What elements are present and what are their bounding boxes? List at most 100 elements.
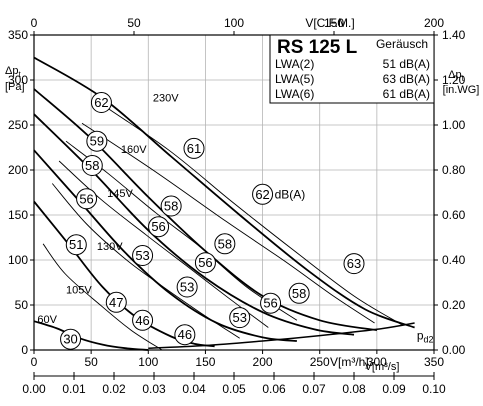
sound-marker-label: 47 xyxy=(109,295,123,310)
info-row-value: 63 dB(A) xyxy=(383,72,430,86)
y-right-tick-label: 0.00 xyxy=(442,343,466,357)
y-right-axis-label: Δpt xyxy=(448,69,464,83)
sound-marker xyxy=(252,183,274,205)
sound-marker-label: 53 xyxy=(180,280,194,295)
x2-tick-label: 0.06 xyxy=(262,382,286,396)
sound-marker-label: 53 xyxy=(232,310,246,325)
x2-tick-label: 0.08 xyxy=(342,382,366,396)
sound-marker xyxy=(76,188,98,210)
x2-tick-label: 0.10 xyxy=(422,382,446,396)
system-curve-line xyxy=(148,322,415,349)
x-tick-label: 200 xyxy=(253,355,273,369)
iso-curve xyxy=(42,243,163,351)
x-tick-label: 50 xyxy=(84,355,98,369)
sound-marker xyxy=(174,324,196,346)
x2-axis-label: V[m³/s] xyxy=(365,361,400,373)
info-box: RS 125 L Geräusch LWA(2) 51 dB(A) LWA(5)… xyxy=(269,34,435,104)
x2-tick-label: 0.00 xyxy=(22,382,46,396)
sound-marker-label: 51 xyxy=(69,237,83,252)
sound-marker-label: 46 xyxy=(135,313,149,328)
sound-marker-label: 30 xyxy=(63,332,77,347)
sound-marker xyxy=(194,252,216,274)
sound-marker xyxy=(160,195,182,217)
sound-marker-label: 61 xyxy=(187,141,201,156)
y-tick-label: 350 xyxy=(8,28,28,42)
voltage-label: 60V xyxy=(37,314,57,326)
iso-sound-curves xyxy=(42,102,403,351)
x-tick-label: 150 xyxy=(195,355,215,369)
voltage-label: 105V xyxy=(66,284,92,296)
sound-marker-label: 46 xyxy=(178,327,192,342)
info-row-label: LWA(6) xyxy=(275,87,314,101)
info-row-label: LWA(5) xyxy=(275,72,314,86)
x-tick-label: 0 xyxy=(31,355,38,369)
sound-marker-label: 56 xyxy=(151,219,165,234)
sound-marker-label: 56 xyxy=(79,191,93,206)
iso-curve xyxy=(51,183,240,339)
x-top-tick-label: 50 xyxy=(127,16,141,30)
info-row-label: LWA(2) xyxy=(275,57,314,71)
sound-marker xyxy=(81,155,103,176)
x2-tick-label: 0.09 xyxy=(382,382,406,396)
sound-marker-label: 56 xyxy=(263,296,277,311)
x2-tick-label: 0.01 xyxy=(62,382,86,396)
sound-marker xyxy=(86,130,108,152)
y-right-tick-label: 1.40 xyxy=(442,28,466,42)
sound-marker xyxy=(176,276,198,298)
sound-marker-label: 62 xyxy=(94,95,108,110)
sound-marker xyxy=(60,328,82,350)
iso-curve xyxy=(98,102,403,326)
voltage-label: 130V xyxy=(97,241,123,253)
y-tick-label: 50 xyxy=(15,298,29,312)
chart-title: RS 125 L xyxy=(277,37,358,58)
x-tick-label: 350 xyxy=(424,355,444,369)
iso-curve xyxy=(81,122,375,324)
info-row-value: 51 dB(A) xyxy=(383,57,430,71)
info-row-value: 61 dB(A) xyxy=(383,87,430,101)
voltage-label: 145V xyxy=(107,188,133,200)
x-tick-label: 100 xyxy=(138,355,158,369)
y-right-tick-label: 0.20 xyxy=(442,298,466,312)
sound-marker-label: 59 xyxy=(90,134,104,149)
sound-marker xyxy=(343,253,365,275)
y-axis-unit: [Pa] xyxy=(5,81,25,93)
x2-tick-label: 0.04 xyxy=(182,382,206,396)
y-right-tick-label: 0.80 xyxy=(442,163,466,177)
sound-marker xyxy=(132,245,154,266)
y-axis-label: Δpt xyxy=(5,65,21,79)
x-axis-label: V[m³/h] xyxy=(330,355,369,369)
voltage-labels: 230V 160V 145V 130V 105V 60V xyxy=(37,93,179,326)
x2-tick-label: 0.05 xyxy=(222,382,246,396)
sound-marker xyxy=(229,307,251,329)
sound-marker-label: 58 xyxy=(85,158,99,173)
sound-marker xyxy=(148,216,170,238)
x-top-axis-label: V[C.F.M.] xyxy=(305,16,354,30)
x-top-tick-label: 100 xyxy=(224,16,244,30)
sound-marker xyxy=(288,282,310,304)
y-tick-label: 300 xyxy=(8,73,28,87)
voltage-label: 160V xyxy=(121,144,147,156)
fan-curve-line xyxy=(33,320,149,351)
sound-marker xyxy=(132,309,154,331)
sound-marker-unit: dB(A) xyxy=(275,187,306,201)
x-top-tick-label: 200 xyxy=(424,16,444,30)
x2-tick-label: 0.03 xyxy=(142,382,166,396)
sound-marker-label: 58 xyxy=(218,236,232,251)
x-tick-label: 300 xyxy=(367,355,387,369)
sound-marker xyxy=(214,233,236,255)
y-tick-label: 100 xyxy=(8,253,28,267)
grid xyxy=(34,35,434,350)
info-box-header: Geräusch xyxy=(376,37,428,51)
sound-marker-label: 58 xyxy=(164,199,178,214)
y-tick-label: 0 xyxy=(21,343,28,357)
x2-tick-label: 0.07 xyxy=(302,382,326,396)
y-right-tick-label: 1.00 xyxy=(442,118,466,132)
y-right-tick-label: 1.20 xyxy=(442,73,466,87)
y-right-tick-label: 0.40 xyxy=(442,253,466,267)
sound-marker-label: 53 xyxy=(135,248,149,263)
y-right-axis-unit: [in.WG] xyxy=(443,84,480,96)
sound-marker xyxy=(90,92,112,113)
